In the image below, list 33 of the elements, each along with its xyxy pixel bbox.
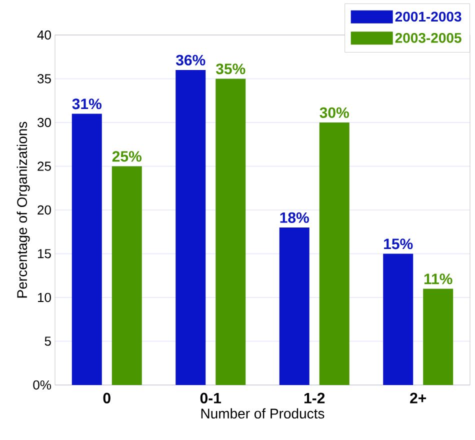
y-tick-label: 20 bbox=[38, 205, 51, 215]
y-tick-label: 10 bbox=[38, 292, 51, 302]
legend-label: 2001-2003 bbox=[395, 12, 462, 22]
bar bbox=[423, 288, 454, 385]
y-tick-label: 35 bbox=[38, 74, 51, 84]
x-tick-label: 1-2 bbox=[304, 392, 325, 404]
data-label: 11% bbox=[424, 274, 452, 284]
bar bbox=[279, 227, 310, 385]
x-tick-label: 0 bbox=[103, 392, 110, 404]
data-label: 31% bbox=[72, 98, 102, 110]
y-tick-label: 5 bbox=[44, 336, 51, 346]
x-tick-label: 0-1 bbox=[200, 392, 222, 404]
legend-label: 2003-2005 bbox=[395, 32, 462, 43]
y-tick-label: 25 bbox=[38, 162, 51, 171]
y-tick-label: 15 bbox=[38, 249, 51, 258]
data-label: 18% bbox=[280, 212, 309, 223]
data-label: 25% bbox=[112, 151, 142, 162]
bar bbox=[216, 78, 246, 385]
y-tick-label: 0% bbox=[33, 380, 52, 390]
bar bbox=[112, 166, 142, 385]
data-label: 30% bbox=[320, 107, 349, 118]
y-tick-label: 40 bbox=[37, 30, 51, 40]
y-axis-title: Percentage of Organizations bbox=[16, 122, 30, 298]
data-label: 15% bbox=[384, 238, 413, 250]
bar bbox=[72, 114, 102, 385]
x-axis-title: Number of Products bbox=[201, 408, 324, 419]
y-tick-label: 30 bbox=[38, 118, 51, 128]
data-label: 36% bbox=[176, 54, 206, 66]
bar bbox=[383, 254, 414, 385]
bar bbox=[319, 122, 350, 385]
bar bbox=[176, 70, 206, 385]
x-tick-label: 2+ bbox=[410, 392, 426, 404]
data-label: 35% bbox=[216, 64, 246, 74]
